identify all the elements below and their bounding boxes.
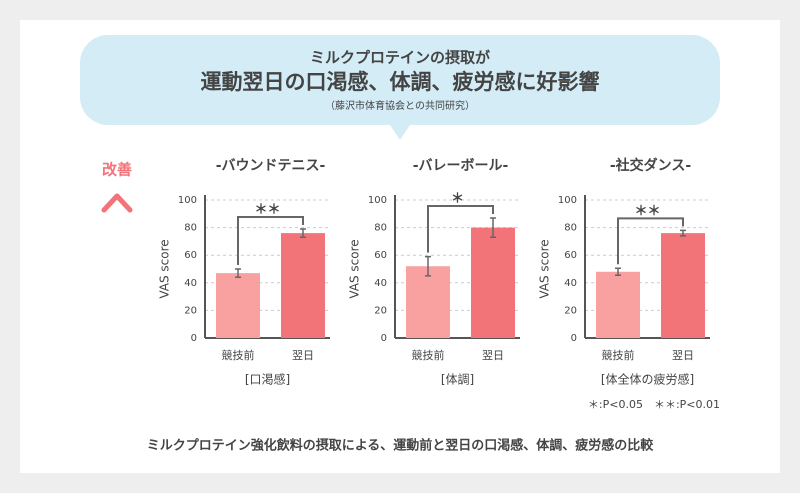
y-tick-label: 40 xyxy=(184,278,197,289)
x-tick-label: 翌日 xyxy=(292,349,314,362)
bar xyxy=(471,227,515,338)
y-tick-label: 20 xyxy=(374,305,387,316)
chart-subtitle: [体全体の疲労感] xyxy=(601,372,694,387)
bar xyxy=(406,266,450,338)
y-axis-label: VAS score xyxy=(348,239,362,298)
y-tick-label: 100 xyxy=(368,195,387,206)
y-tick-label: 0 xyxy=(571,333,577,344)
error-bar xyxy=(490,217,496,239)
arrow-head xyxy=(101,193,133,213)
caption: ミルクプロテイン強化飲料の摂取による、運動前と翌日の口渇感、体調、疲労感の比較 xyxy=(147,438,655,454)
error-bar xyxy=(235,268,241,279)
x-tick-label: 翌日 xyxy=(482,349,504,362)
y-tick-label: 40 xyxy=(374,278,387,289)
bar xyxy=(216,273,260,338)
y-tick-label: 60 xyxy=(564,250,577,261)
significance-bracket xyxy=(427,204,494,253)
y-tick-label: 60 xyxy=(374,250,387,261)
error-bar xyxy=(680,229,686,237)
note: ＊:P<0.05 ＊＊:P<0.01 xyxy=(588,398,720,411)
y-tick-label: 80 xyxy=(564,223,577,234)
error-bar xyxy=(425,255,431,277)
chart-title: -社交ダンス- xyxy=(610,157,692,174)
header-sub: （藤沢市体育協会との共同研究） xyxy=(325,99,475,112)
significance-label: ＊＊ xyxy=(254,202,280,217)
y-axis-label: VAS score xyxy=(538,239,552,298)
error-bar xyxy=(615,267,621,276)
x-tick-label: 競技前 xyxy=(222,348,255,362)
bar xyxy=(281,233,325,338)
y-tick-label: 100 xyxy=(558,195,577,206)
y-tick-label: 20 xyxy=(184,305,197,316)
x-tick-label: 翌日 xyxy=(672,349,694,362)
significance-bracket xyxy=(237,215,304,265)
x-tick-label: 競技前 xyxy=(602,348,635,362)
bar xyxy=(596,271,640,338)
x-tick-label: 競技前 xyxy=(412,348,445,362)
y-axis-label: VAS score xyxy=(158,239,172,298)
improve-label: 改善 xyxy=(102,161,132,179)
chart-title: -バレーボール- xyxy=(413,158,509,174)
chart-subtitle: [口渇感] xyxy=(245,372,290,387)
chart-subtitle: [体調] xyxy=(441,373,474,387)
bar xyxy=(661,233,705,338)
header-title: 運動翌日の口渇感、体調、疲労感に好影響 xyxy=(201,70,600,94)
y-tick-label: 100 xyxy=(178,195,197,206)
y-tick-label: 80 xyxy=(374,223,387,234)
y-tick-label: 60 xyxy=(184,250,197,261)
header-line: ミルクプロテインの摂取が xyxy=(310,49,491,67)
significance-label: ＊ xyxy=(451,191,464,206)
error-bar xyxy=(300,228,306,239)
y-tick-label: 40 xyxy=(564,278,577,289)
significance-label: ＊＊ xyxy=(634,204,660,219)
y-tick-label: 0 xyxy=(381,333,387,344)
y-tick-label: 80 xyxy=(184,223,197,234)
y-tick-label: 0 xyxy=(191,333,197,344)
significance-bracket xyxy=(617,217,684,265)
chart-title: -バウンドテニス- xyxy=(216,158,326,174)
y-tick-label: 20 xyxy=(564,305,577,316)
header-bubble xyxy=(80,35,720,140)
